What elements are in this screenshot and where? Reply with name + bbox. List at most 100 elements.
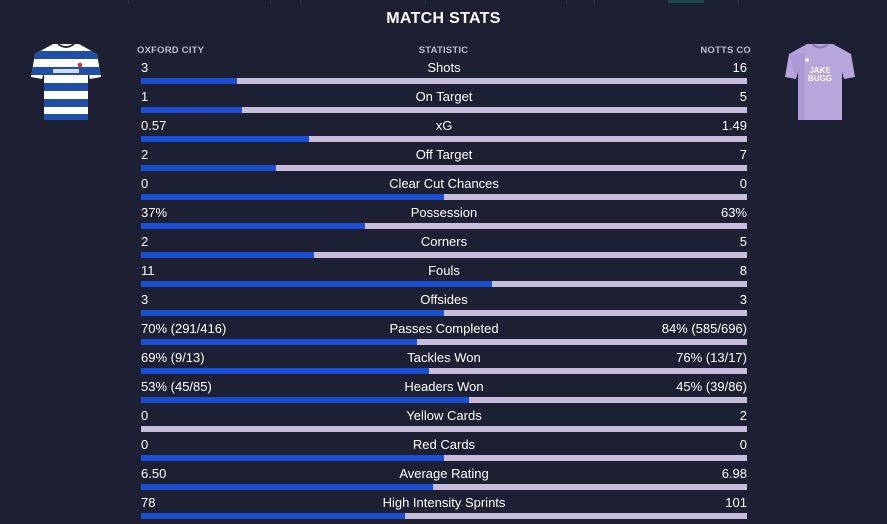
stat-label: Off Target: [415, 147, 473, 162]
away-value: 76% (13/17): [676, 350, 747, 365]
statistic-header: STATISTIC: [418, 45, 469, 56]
home-bar-fill: [141, 339, 417, 345]
away-value: 16: [732, 60, 747, 75]
away-value: 101: [725, 495, 747, 510]
home-value: 53% (45/85): [141, 379, 212, 394]
away-value: 6.98: [721, 466, 747, 481]
away-value: 7: [739, 147, 747, 162]
stats-list: 3 Shots 16 1 On Target 5 0.57 xG 1.49 2 Off Target…: [141, 58, 747, 522]
home-bar-fill: [141, 136, 309, 142]
home-value: 1: [141, 89, 149, 104]
stat-row: 3 Offsides 3: [141, 290, 747, 319]
stat-row: 2 Corners 5: [141, 232, 747, 261]
comparison-bar: [141, 165, 747, 171]
stat-label: Average Rating: [399, 466, 489, 481]
home-value: 3: [141, 292, 149, 307]
home-bar-fill: [141, 397, 469, 403]
stat-label: Offsides: [420, 292, 468, 307]
comparison-bar: [141, 252, 747, 258]
stat-label: Headers Won: [404, 379, 484, 394]
home-bar-fill: [141, 484, 434, 490]
away-kit-shirt-icon: JAKE BUGG: [785, 41, 855, 123]
comparison-bar: [141, 107, 747, 113]
stat-label: Yellow Cards: [406, 408, 482, 423]
home-value: 0: [141, 176, 149, 191]
stat-label: High Intensity Sprints: [382, 495, 506, 510]
away-value: 1.49: [721, 118, 747, 133]
away-value: 2: [739, 408, 747, 423]
stat-row: 53% (45/85) Headers Won 45% (39/86): [141, 377, 747, 406]
away-value: 0: [739, 176, 747, 191]
away-value: 3: [739, 292, 747, 307]
stat-label: Clear Cut Chances: [389, 176, 499, 191]
home-bar-fill: [141, 165, 276, 171]
home-value: 0: [141, 437, 149, 452]
stat-row: 78 High Intensity Sprints 101: [141, 493, 747, 522]
home-value: 0: [141, 408, 149, 423]
stat-row: 0 Yellow Cards 2: [141, 406, 747, 435]
comparison-bar: [141, 339, 747, 345]
stat-label: xG: [435, 118, 453, 133]
stat-row: 6.50 Average Rating 6.98: [141, 464, 747, 493]
stat-row: 69% (9/13) Tackles Won 76% (13/17): [141, 348, 747, 377]
comparison-bar: [141, 426, 747, 432]
stat-label: Corners: [420, 234, 468, 249]
away-value: 84% (585/696): [661, 321, 747, 336]
stat-row: 2 Off Target 7: [141, 145, 747, 174]
stat-label: Passes Completed: [389, 321, 499, 336]
stat-label: On Target: [415, 89, 473, 104]
stat-row: 11 Fouls 8: [141, 261, 747, 290]
home-bar-fill: [141, 455, 444, 461]
top-divider: [0, 0, 887, 4]
comparison-bar: [141, 281, 747, 287]
stat-label: Tackles Won: [407, 350, 481, 365]
stat-label: Possession: [410, 205, 478, 220]
home-bar-fill: [141, 281, 492, 287]
svg-text:BUGG: BUGG: [808, 74, 832, 83]
svg-text:JAKE: JAKE: [809, 66, 831, 75]
away-value: 63%: [720, 205, 747, 220]
comparison-bar: [141, 455, 747, 461]
comparison-bar: [141, 368, 747, 374]
stat-row: 3 Shots 16: [141, 58, 747, 87]
comparison-bar: [141, 484, 747, 490]
home-value: 69% (9/13): [141, 350, 205, 365]
away-value: 8: [739, 263, 747, 278]
comparison-bar: [141, 513, 747, 519]
page-title: MATCH STATS: [386, 10, 501, 27]
stat-row: 0 Red Cards 0: [141, 435, 747, 464]
home-value: 2: [141, 147, 149, 162]
stat-row: 37% Possession 63%: [141, 203, 747, 232]
home-value: 3: [141, 60, 149, 75]
home-value: 6.50: [141, 466, 167, 481]
home-bar-fill: [141, 513, 406, 519]
comparison-bar: [141, 194, 747, 200]
home-value: 37%: [141, 205, 168, 220]
away-team-header: NOTTS CO: [700, 45, 751, 56]
comparison-bar: [141, 223, 747, 229]
home-bar-fill: [141, 223, 366, 229]
home-team-header: OXFORD CITY: [137, 45, 205, 56]
home-value: 70% (291/416): [141, 321, 227, 336]
stat-label: Shots: [427, 60, 461, 75]
comparison-bar: [141, 397, 747, 403]
home-value: 11: [141, 263, 155, 278]
stat-label: Fouls: [428, 263, 460, 278]
comparison-bar: [141, 78, 747, 84]
home-bar-fill: [141, 107, 243, 113]
away-value: 45% (39/86): [676, 379, 747, 394]
stat-row: 1 On Target 5: [141, 87, 747, 116]
stat-row: 70% (291/416) Passes Completed 84% (585/69…: [141, 319, 747, 348]
comparison-bar: [141, 310, 747, 316]
stat-row: 0.57 xG 1.49: [141, 116, 747, 145]
home-bar-fill: [141, 252, 315, 258]
home-bar-fill: [141, 310, 444, 316]
home-kit-shirt-icon: [31, 41, 101, 123]
home-value: 78: [141, 495, 156, 510]
stat-label: Red Cards: [412, 437, 476, 452]
away-value: 0: [739, 437, 747, 452]
home-value: 0.57: [141, 118, 167, 133]
stat-row: 0 Clear Cut Chances 0: [141, 174, 747, 203]
comparison-bar: [141, 136, 747, 142]
away-value: 5: [739, 234, 747, 249]
